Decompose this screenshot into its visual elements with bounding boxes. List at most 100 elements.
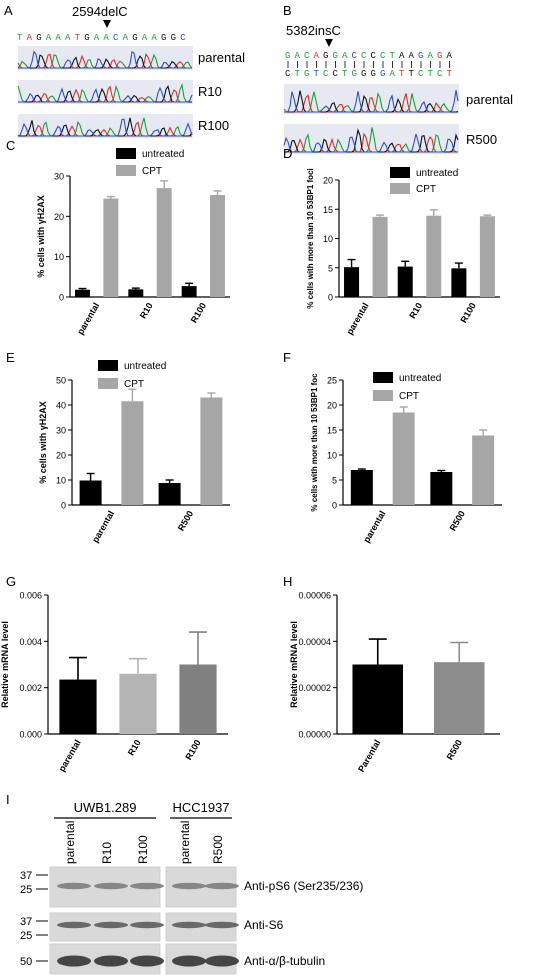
bar-untreated bbox=[79, 480, 102, 505]
y-tick-label: 30 bbox=[54, 172, 64, 182]
chart-h: H 0.00000 0.00002 0.00004 0.00006 Relative mR… bbox=[283, 574, 500, 774]
bar-cpt bbox=[372, 216, 388, 297]
protein-band bbox=[57, 921, 91, 929]
sequence-base: G bbox=[352, 69, 357, 79]
sequence-base: T bbox=[342, 69, 348, 79]
lane-label: parental bbox=[63, 821, 77, 864]
sequence-base: A bbox=[142, 33, 148, 43]
legend-label: CPT bbox=[399, 391, 419, 402]
legend-swatch bbox=[390, 167, 410, 178]
sequence-base: A bbox=[390, 69, 396, 79]
protein-band bbox=[130, 955, 164, 967]
sequence-base: A bbox=[103, 33, 109, 43]
chart-e: E 0 10 20 30 40 50 % cells with γH2AX untreated C… bbox=[6, 350, 230, 544]
bar bbox=[179, 664, 217, 734]
sequence-base: G bbox=[418, 51, 423, 61]
sequence-base: A bbox=[94, 33, 100, 43]
sequence-base: A bbox=[399, 51, 405, 61]
bar-cpt bbox=[392, 412, 415, 505]
bar-cpt bbox=[121, 401, 144, 505]
category-label: parental bbox=[57, 738, 83, 773]
panel-letter-b: B bbox=[283, 3, 292, 18]
sequence-base: A bbox=[409, 51, 415, 61]
mutation-label-b: 5382insC bbox=[286, 23, 341, 38]
sequence-base: A bbox=[65, 33, 71, 43]
legend-swatch bbox=[98, 360, 118, 371]
bar bbox=[433, 662, 485, 734]
y-tick-label: 50 bbox=[56, 376, 66, 386]
sequence-base: C bbox=[113, 33, 119, 43]
bar-untreated bbox=[344, 267, 360, 297]
sequence-base: C bbox=[285, 69, 291, 79]
sequence-base: C bbox=[380, 51, 386, 61]
bar-cpt bbox=[479, 216, 495, 297]
legend-label: CPT bbox=[142, 166, 162, 177]
legend-label: CPT bbox=[416, 184, 436, 195]
sequence-base: A bbox=[428, 51, 434, 61]
sequence-base: A bbox=[342, 51, 348, 61]
protein-band bbox=[205, 955, 239, 967]
legend-label: untreated bbox=[124, 361, 166, 372]
bar-untreated bbox=[350, 470, 373, 505]
legend-label: untreated bbox=[142, 149, 184, 160]
trace-line bbox=[17, 118, 193, 137]
chart-f: F 0 5 10 15 20 25 % cells with more than 10 53B… bbox=[283, 350, 502, 544]
y-tick-label: 10 bbox=[54, 252, 64, 262]
sequence-base: C bbox=[418, 69, 424, 79]
bar-untreated bbox=[75, 289, 90, 297]
protein-band bbox=[130, 921, 164, 929]
blot-group-label: UWB1.289 bbox=[74, 800, 137, 815]
bar-cpt bbox=[210, 194, 225, 297]
bar-untreated bbox=[128, 289, 144, 297]
sequence-base: T bbox=[399, 69, 405, 79]
panel-letter: F bbox=[283, 350, 291, 365]
panel-letter-a: A bbox=[4, 3, 13, 18]
y-tick-label: 0.00004 bbox=[298, 637, 331, 647]
blot-label: Anti-pS6 (Ser235/236) bbox=[244, 879, 363, 893]
sequence-base: C bbox=[323, 69, 329, 79]
mutation-arrow-b bbox=[325, 39, 333, 47]
sequence-base: A bbox=[55, 33, 61, 43]
protein-band bbox=[172, 921, 206, 929]
trace-label-a: R10 bbox=[198, 84, 222, 99]
sequence-base: T bbox=[314, 69, 320, 79]
y-tick-label: 20 bbox=[56, 451, 66, 461]
sequence-base: A bbox=[314, 51, 320, 61]
category-label: R100 bbox=[189, 301, 208, 325]
protein-band bbox=[205, 921, 239, 929]
sequence-base: C bbox=[361, 51, 367, 61]
panel-letter: D bbox=[283, 146, 292, 161]
bar-untreated bbox=[397, 266, 413, 297]
y-axis-label: Relative mRNA level bbox=[289, 621, 299, 708]
panel-letter: C bbox=[6, 138, 15, 153]
sequence-base: A bbox=[46, 33, 52, 43]
legend-swatch bbox=[373, 372, 393, 383]
y-tick-label: 0 bbox=[61, 501, 66, 511]
chart-c: C 0 10 20 30 % cells with γH2AX untreated CPT pa… bbox=[6, 138, 230, 336]
y-tick-label: 25 bbox=[327, 376, 337, 386]
y-axis-label: % cells with γH2AX bbox=[38, 401, 48, 484]
protein-band bbox=[172, 882, 206, 890]
legend-label: untreated bbox=[416, 168, 458, 179]
protein-band bbox=[172, 955, 206, 967]
sequence-base: G bbox=[161, 33, 166, 43]
panel-letter: G bbox=[6, 574, 16, 589]
sequence-base: T bbox=[75, 33, 81, 43]
legend-swatch bbox=[116, 165, 136, 176]
legend-label: CPT bbox=[124, 379, 144, 390]
sequence-base: G bbox=[333, 51, 338, 61]
chart-d: D 0 5 10 15 20 % cells with more than 10 53BP1… bbox=[283, 146, 500, 336]
y-tick-label: 15 bbox=[323, 205, 333, 215]
trace-label-b: parental bbox=[466, 92, 513, 107]
y-axis-label: % cells with more than 10 53BP1 foci bbox=[306, 168, 315, 309]
protein-band bbox=[94, 921, 128, 929]
legend-label: untreated bbox=[399, 373, 441, 384]
chart-g: G 0.000 0.002 0.004 0.006 Relative mRNA level… bbox=[0, 574, 228, 773]
sequence-base: A bbox=[151, 33, 157, 43]
trace-line bbox=[18, 86, 193, 103]
category-label: R100 bbox=[183, 738, 202, 762]
y-tick-label: 0.000 bbox=[19, 730, 42, 740]
sequence-base: T bbox=[428, 69, 434, 79]
y-axis-label: % cells with more than 10 53BP1 foc bbox=[310, 373, 319, 512]
mw-marker-label: 37 bbox=[20, 916, 32, 928]
